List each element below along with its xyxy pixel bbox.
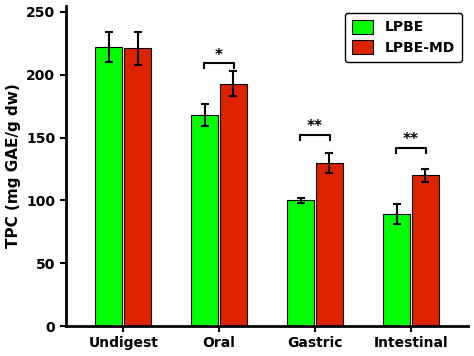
Bar — [383, 214, 410, 326]
Text: **: ** — [403, 132, 419, 147]
Bar — [316, 163, 343, 326]
Bar — [287, 200, 314, 326]
Legend: LPBE, LPBE-MD: LPBE, LPBE-MD — [346, 12, 462, 62]
Bar — [191, 115, 218, 326]
Bar — [124, 48, 151, 326]
Y-axis label: TPC (mg GAE/g dw): TPC (mg GAE/g dw) — [6, 83, 20, 248]
Bar — [220, 84, 247, 326]
Text: *: * — [215, 48, 223, 63]
Bar — [412, 175, 439, 326]
Text: **: ** — [307, 120, 323, 135]
Bar — [95, 47, 122, 326]
